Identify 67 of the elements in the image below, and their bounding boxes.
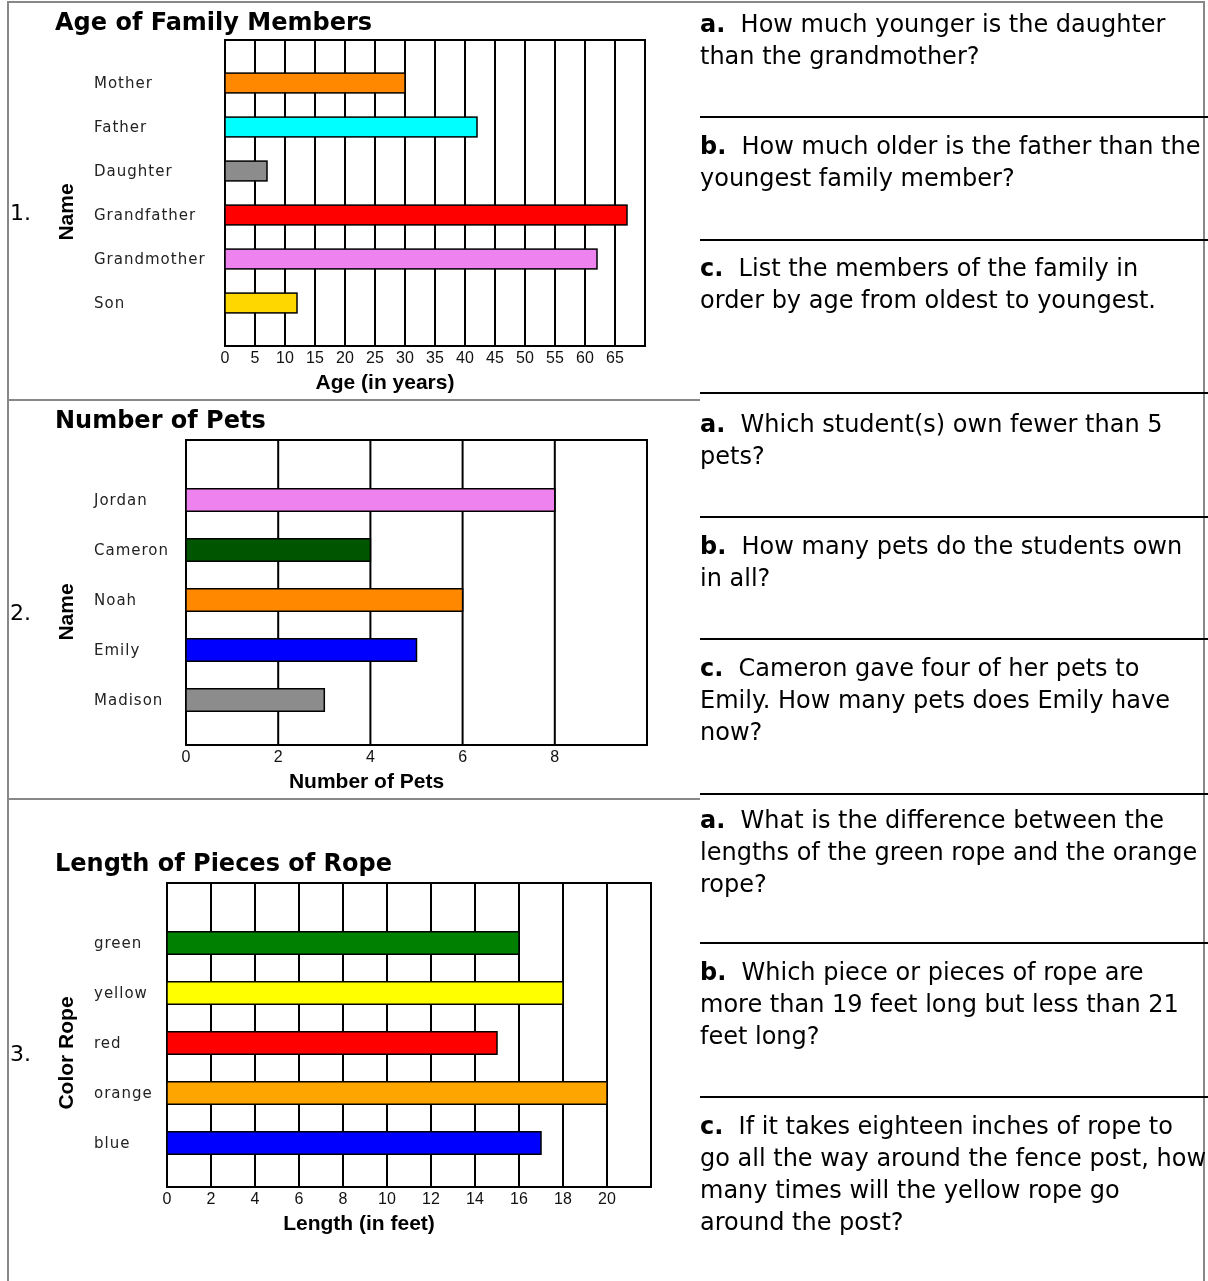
text: 1. bbox=[10, 200, 31, 225]
y-tick-label: green bbox=[94, 933, 143, 952]
y-tick-label: Madison bbox=[94, 690, 164, 709]
y-axis-title: Color Rope bbox=[54, 996, 77, 1110]
text: 3. bbox=[10, 1041, 31, 1066]
text: c. Cameron gave four of her pets to Emily. How many pets does Emily have now? bbox=[700, 654, 1170, 746]
x-tick-label: 20 bbox=[336, 349, 354, 366]
y-axis-title: Name bbox=[54, 183, 77, 241]
y-tick-label: Emily bbox=[94, 640, 141, 659]
x-tick-label: 5 bbox=[250, 349, 260, 366]
x-tick-label: 8 bbox=[550, 748, 560, 765]
chart-title: Number of Pets bbox=[55, 406, 266, 434]
y-tick-label: blue bbox=[94, 1133, 131, 1152]
text: c. List the members of the family in order by age from oldest to youngest. bbox=[700, 254, 1156, 314]
x-tick-label: 10 bbox=[276, 349, 294, 366]
x-tick-label: 2 bbox=[273, 748, 283, 765]
text: b. Which piece or pieces of rope are more than 19 feet long but less than 21 feet long? bbox=[700, 958, 1179, 1050]
x-tick-label: 25 bbox=[366, 349, 384, 366]
x-tick-label: 35 bbox=[426, 349, 444, 366]
x-tick-label: 10 bbox=[378, 1190, 396, 1207]
x-tick-label: 15 bbox=[306, 349, 324, 366]
x-tick-label: 12 bbox=[422, 1190, 440, 1207]
text: 2. bbox=[10, 600, 31, 625]
text: c. If it takes eighteen inches of rope to go all the way around the fence post, how many times will the yellow rope go around the post? bbox=[700, 1112, 1207, 1236]
chart-title: Age of Family Members bbox=[55, 8, 373, 36]
x-axis-title: Age (in years) bbox=[315, 370, 455, 393]
x-tick-label: 40 bbox=[456, 349, 474, 366]
y-tick-label: Grandfather bbox=[94, 205, 197, 224]
x-tick-label: 45 bbox=[486, 349, 504, 366]
x-tick-label: 20 bbox=[598, 1190, 616, 1207]
y-tick-label: Mother bbox=[94, 73, 153, 92]
x-tick-label: 6 bbox=[294, 1190, 304, 1207]
x-tick-label: 8 bbox=[338, 1190, 348, 1207]
text: b. How much older is the father than the youngest family member? bbox=[700, 132, 1201, 192]
x-tick-label: 0 bbox=[220, 349, 230, 366]
text: b. How many pets do the students own in all? bbox=[700, 532, 1183, 592]
x-tick-label: 16 bbox=[510, 1190, 528, 1207]
text: a. Which student(s) own fewer than 5 pets? bbox=[700, 410, 1163, 470]
x-tick-label: 4 bbox=[365, 748, 375, 765]
x-axis-title: Length (in feet) bbox=[283, 1211, 435, 1234]
x-tick-label: 0 bbox=[181, 748, 191, 765]
y-tick-label: orange bbox=[94, 1083, 153, 1102]
x-tick-label: 30 bbox=[396, 349, 414, 366]
y-tick-label: Grandmother bbox=[94, 249, 206, 268]
chart-title: Length of Pieces of Rope bbox=[55, 849, 392, 877]
x-tick-label: 55 bbox=[546, 349, 564, 366]
x-tick-label: 2 bbox=[206, 1190, 216, 1207]
y-tick-label: Son bbox=[94, 293, 126, 312]
y-tick-label: Jordan bbox=[93, 490, 148, 509]
y-tick-label: Father bbox=[94, 117, 148, 136]
y-tick-label: red bbox=[94, 1033, 122, 1052]
x-axis-title: Number of Pets bbox=[288, 769, 445, 792]
x-tick-label: 18 bbox=[554, 1190, 572, 1207]
x-tick-label: 6 bbox=[458, 748, 468, 765]
y-tick-label: Daughter bbox=[94, 161, 173, 180]
x-tick-label: 0 bbox=[162, 1190, 172, 1207]
x-tick-label: 4 bbox=[250, 1190, 260, 1207]
x-tick-label: 65 bbox=[606, 349, 624, 366]
y-tick-label: yellow bbox=[94, 983, 148, 1002]
x-tick-label: 60 bbox=[576, 349, 594, 366]
y-tick-label: Noah bbox=[94, 590, 138, 609]
text: a. What is the difference between the lengths of the green rope and the orange rope? bbox=[700, 806, 1198, 898]
y-tick-label: Cameron bbox=[94, 540, 170, 559]
x-tick-label: 50 bbox=[516, 349, 534, 366]
y-axis-title: Name bbox=[54, 583, 77, 641]
x-tick-label: 14 bbox=[466, 1190, 484, 1207]
text: a. How much younger is the daughter than the grandmother? bbox=[700, 10, 1166, 70]
